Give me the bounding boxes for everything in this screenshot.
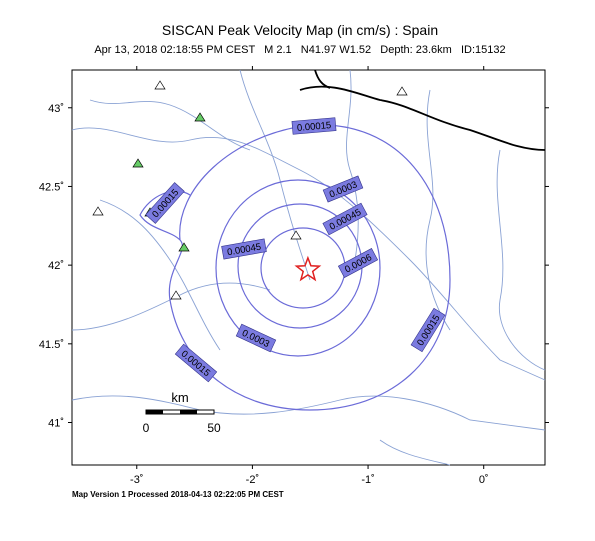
rivers: [71, 69, 546, 466]
epicenter: [294, 255, 322, 282]
lat-label: 41˚: [48, 418, 64, 430]
border: [299, 85, 546, 151]
subtitle: Apr 13, 2018 02:18:55 PM CEST M 2.1 N41.…: [94, 44, 505, 56]
contour-label-bg: [410, 307, 446, 353]
contour-label-bg: [174, 343, 218, 383]
lon-label: -1˚: [361, 474, 374, 486]
lat-label: 41.5˚: [39, 339, 64, 351]
contour-label-box: 0.00015: [291, 117, 337, 135]
contour-label: 0.00015: [297, 120, 332, 134]
lon-label: -2˚: [246, 474, 259, 486]
contour-label-bg: [337, 248, 379, 278]
scale-label: 50: [207, 421, 221, 435]
lat-label: 43˚: [48, 103, 64, 115]
title: SISCAN Peak Velocity Map (in cm/s) : Spa…: [162, 22, 438, 38]
contour-label-bg: [221, 238, 267, 260]
contour-label-box: 0.00045: [221, 238, 267, 260]
contour-label-bg: [291, 117, 337, 135]
contour: [215, 179, 381, 357]
lat-label: 42.5˚: [39, 181, 64, 193]
scale-unit: km: [171, 390, 188, 405]
scale-label: 0: [143, 421, 150, 435]
contour-label-bg: [322, 202, 368, 236]
scale-bar: km 0 50: [143, 390, 221, 435]
contour-label-bg: [322, 175, 364, 203]
border: [314, 69, 331, 89]
lon-label: -3˚: [130, 474, 143, 486]
contour-label-bg: [235, 323, 277, 353]
contour-label-bg: [145, 182, 185, 224]
lon-label: 0˚: [479, 474, 489, 486]
footer: Map Version 1 Processed 2018-04-13 02:22…: [72, 490, 284, 499]
lat-label: 42˚: [48, 260, 64, 272]
